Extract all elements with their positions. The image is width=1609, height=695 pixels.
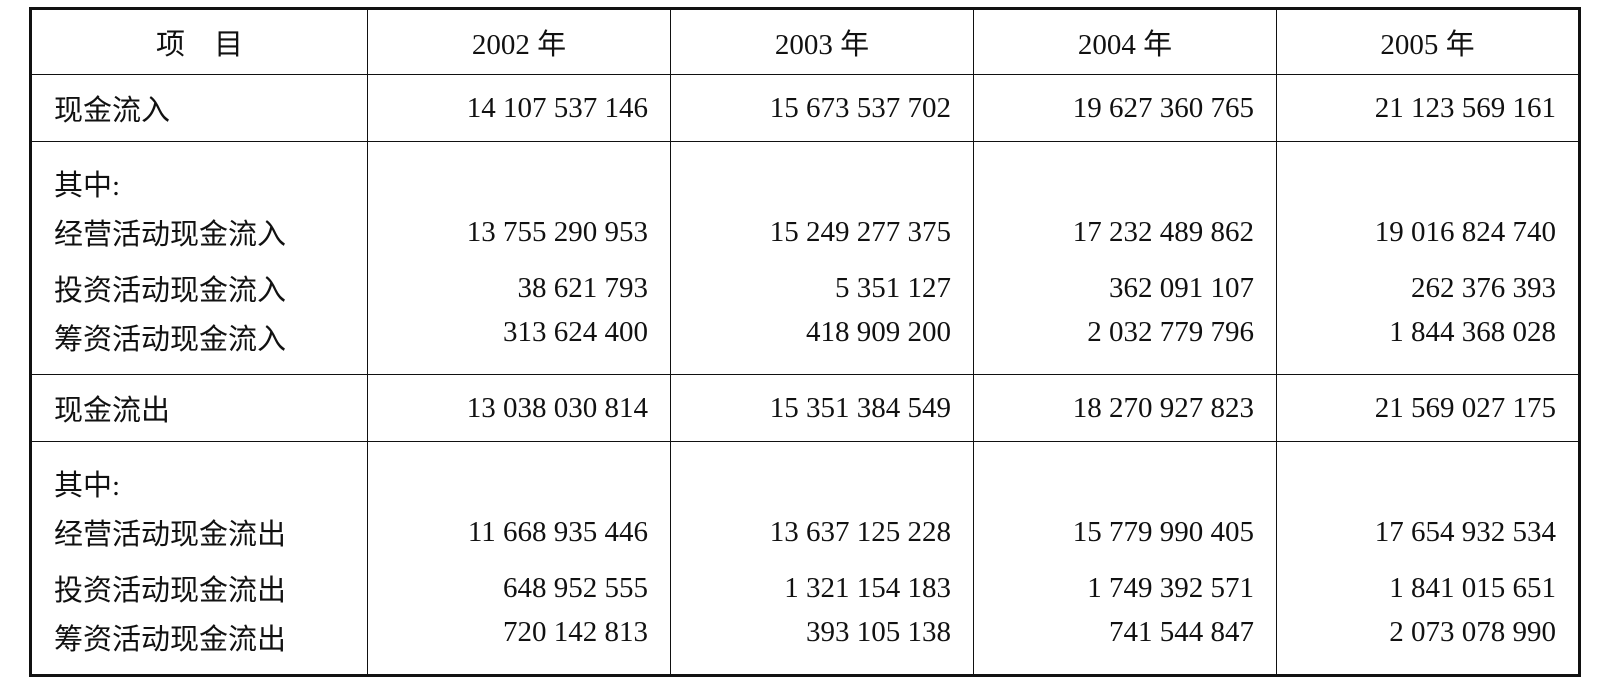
row-label: 筹资活动现金流入 bbox=[30, 316, 368, 375]
value-cell: 362 091 107 bbox=[973, 260, 1277, 316]
value-cell: 21 569 027 175 bbox=[1276, 374, 1580, 442]
row-label: 投资活动现金流入 bbox=[30, 260, 368, 316]
table-row: 筹资活动现金流出 720 142 813 393 105 138 741 544 84… bbox=[30, 616, 1580, 676]
row-label: 筹资活动现金流出 bbox=[30, 616, 368, 676]
row-label: 其中: bbox=[30, 441, 368, 504]
table-row: 筹资活动现金流入 313 624 400 418 909 200 2 032 779 … bbox=[30, 316, 1580, 375]
value-cell: 313 624 400 bbox=[367, 316, 671, 375]
empty-cell bbox=[670, 441, 974, 504]
value-cell: 5 351 127 bbox=[670, 260, 974, 316]
header-cell: 2002 年 bbox=[367, 8, 671, 75]
empty-cell bbox=[1276, 441, 1580, 504]
header-cell: 2005 年 bbox=[1276, 8, 1580, 75]
header-row: 项 目 2002 年 2003 年 2004 年 2005 年 bbox=[30, 8, 1580, 75]
value-cell: 13 038 030 814 bbox=[367, 374, 671, 442]
row-label: 投资活动现金流出 bbox=[30, 560, 368, 616]
empty-cell bbox=[1276, 141, 1580, 204]
row-label: 经营活动现金流出 bbox=[30, 504, 368, 560]
value-cell: 38 621 793 bbox=[367, 260, 671, 316]
row-label: 经营活动现金流入 bbox=[30, 204, 368, 260]
value-cell: 21 123 569 161 bbox=[1276, 74, 1580, 142]
header-cell: 2003 年 bbox=[670, 8, 974, 75]
value-cell: 15 351 384 549 bbox=[670, 374, 974, 442]
table-row: 投资活动现金流入 38 621 793 5 351 127 362 091 107 26… bbox=[30, 260, 1580, 316]
table-row: 现金流入 14 107 537 146 15 673 537 702 19 627 3… bbox=[30, 74, 1580, 142]
table-body: 现金流入 14 107 537 146 15 673 537 702 19 627 3… bbox=[30, 74, 1580, 676]
header-cell: 项 目 bbox=[30, 8, 368, 75]
value-cell: 17 232 489 862 bbox=[973, 204, 1277, 260]
value-cell: 17 654 932 534 bbox=[1276, 504, 1580, 560]
value-cell: 1 844 368 028 bbox=[1276, 316, 1580, 375]
row-label: 现金流出 bbox=[30, 374, 368, 442]
value-cell: 648 952 555 bbox=[367, 560, 671, 616]
empty-cell bbox=[973, 141, 1277, 204]
value-cell: 18 270 927 823 bbox=[973, 374, 1277, 442]
value-cell: 14 107 537 146 bbox=[367, 74, 671, 142]
value-cell: 741 544 847 bbox=[973, 616, 1277, 676]
empty-cell bbox=[367, 141, 671, 204]
value-cell: 15 673 537 702 bbox=[670, 74, 974, 142]
header-cell: 2004 年 bbox=[973, 8, 1277, 75]
value-cell: 13 755 290 953 bbox=[367, 204, 671, 260]
value-cell: 19 016 824 740 bbox=[1276, 204, 1580, 260]
value-cell: 15 249 277 375 bbox=[670, 204, 974, 260]
value-cell: 11 668 935 446 bbox=[367, 504, 671, 560]
value-cell: 1 321 154 183 bbox=[670, 560, 974, 616]
table-row: 其中: bbox=[30, 141, 1580, 204]
table-row: 现金流出 13 038 030 814 15 351 384 549 18 270 9… bbox=[30, 374, 1580, 442]
empty-cell bbox=[670, 141, 974, 204]
table-row: 经营活动现金流入 13 755 290 953 15 249 277 375 17 2… bbox=[30, 204, 1580, 260]
table-row: 其中: bbox=[30, 441, 1580, 504]
table-row: 投资活动现金流出 648 952 555 1 321 154 183 1 749 39… bbox=[30, 560, 1580, 616]
value-cell: 393 105 138 bbox=[670, 616, 974, 676]
row-label: 现金流入 bbox=[30, 74, 368, 142]
value-cell: 720 142 813 bbox=[367, 616, 671, 676]
value-cell: 15 779 990 405 bbox=[973, 504, 1277, 560]
value-cell: 13 637 125 228 bbox=[670, 504, 974, 560]
row-label: 其中: bbox=[30, 141, 368, 204]
empty-cell bbox=[367, 441, 671, 504]
value-cell: 2 073 078 990 bbox=[1276, 616, 1580, 676]
value-cell: 418 909 200 bbox=[670, 316, 974, 375]
value-cell: 262 376 393 bbox=[1276, 260, 1580, 316]
empty-cell bbox=[973, 441, 1277, 504]
value-cell: 1 841 015 651 bbox=[1276, 560, 1580, 616]
cash-flow-table: 项 目 2002 年 2003 年 2004 年 2005 年 现金流入 14 107 5… bbox=[29, 7, 1581, 677]
table-row: 经营活动现金流出 11 668 935 446 13 637 125 228 15 7… bbox=[30, 504, 1580, 560]
value-cell: 19 627 360 765 bbox=[973, 74, 1277, 142]
value-cell: 2 032 779 796 bbox=[973, 316, 1277, 375]
value-cell: 1 749 392 571 bbox=[973, 560, 1277, 616]
